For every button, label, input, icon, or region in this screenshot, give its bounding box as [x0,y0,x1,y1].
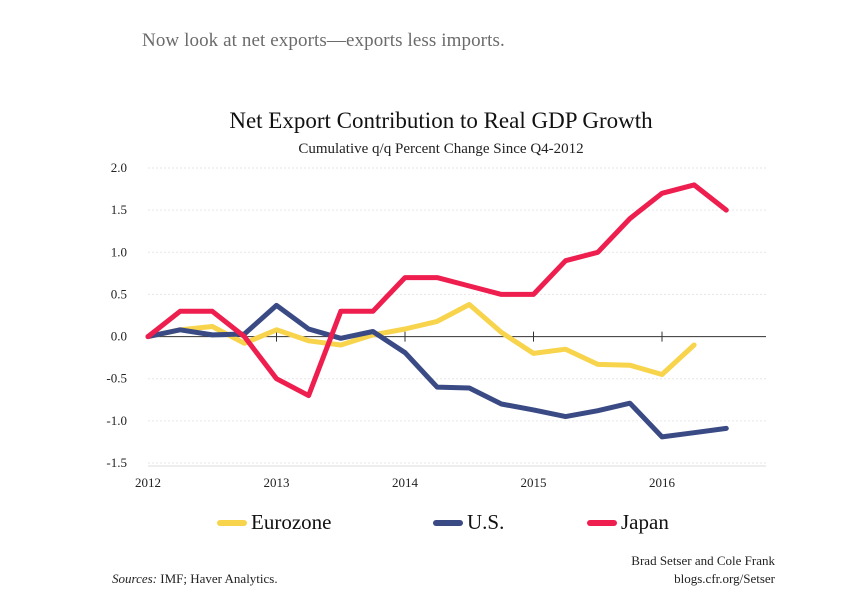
credit: Brad Setser and Cole Frank blogs.cfr.org… [631,552,775,588]
y-axis-tick-labels: 2.0 1.5 1.0 0.5 0.0 -0.5 -1.0 -1.5 [106,160,127,470]
series-line-eurozone [145,302,697,377]
legend-swatch-us [433,519,463,526]
series-line-us [145,302,729,440]
series-lines [145,182,729,440]
x-tick-label: 2013 [264,475,290,490]
y-tick-label: 1.5 [111,202,127,217]
series-line-japan [145,182,729,399]
x-tick-label: 2016 [649,475,676,490]
y-tick-label: 1.0 [111,244,127,259]
credit-url: blogs.cfr.org/Setser [674,571,775,586]
credit-authors: Brad Setser and Cole Frank [631,553,775,568]
y-tick-label: 0.0 [111,329,127,344]
x-tick-label: 2014 [392,475,419,490]
chart-title: Net Export Contribution to Real GDP Grow… [229,108,653,133]
gridlines [148,167,766,464]
legend-swatch-japan [587,519,617,526]
y-tick-label: 2.0 [111,160,127,175]
y-tick-label: -0.5 [106,371,127,386]
legend-label-us: U.S. [467,510,505,534]
chart-subtitle: Cumulative q/q Percent Change Since Q4-2… [298,141,584,157]
x-axis: 2012 2013 2014 2015 2016 [135,331,766,490]
legend-swatch-eurozone [217,519,247,526]
sources-text: IMF; Haver Analytics. [157,571,278,586]
x-tick-label: 2012 [135,475,161,490]
intro-text: Now look at net exports—exports less imp… [142,30,505,51]
legend-item-us: U.S. [433,510,504,535]
legend-item-eurozone: Eurozone [217,510,331,535]
sources-prefix: Sources: [112,571,158,586]
legend-label-japan: Japan [621,510,669,534]
legend-label-eurozone: Eurozone [251,510,332,534]
y-tick-label: -1.0 [106,413,127,428]
legend-item-japan: Japan [587,510,669,535]
sources-note: Sources: IMF; Haver Analytics. [112,571,278,587]
x-tick-label: 2015 [521,475,547,490]
y-tick-label: 0.5 [111,286,127,301]
y-tick-label: -1.5 [106,455,127,470]
